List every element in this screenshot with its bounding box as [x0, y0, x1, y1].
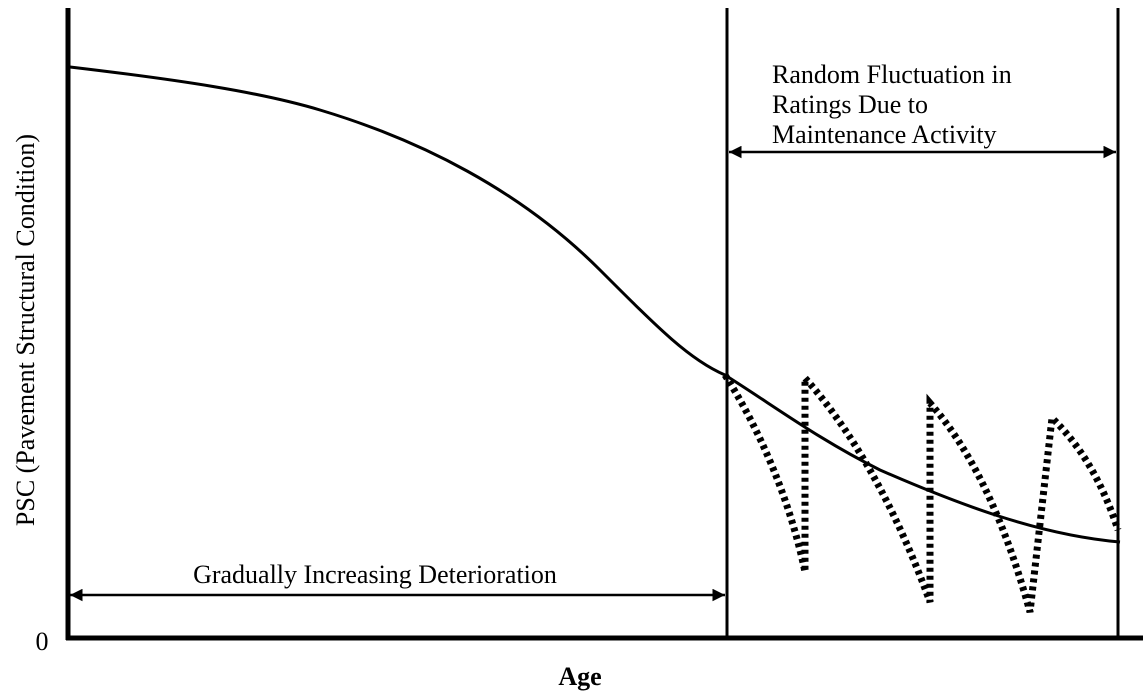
x-axis-label: Age	[558, 662, 601, 691]
origin-label: 0	[36, 627, 49, 656]
annotation: Gradually Increasing Deterioration	[193, 560, 557, 589]
annotation: Random Fluctuation in	[772, 60, 1012, 89]
deterioration-curve	[69, 65, 1121, 544]
fluctuation-curve	[722, 368, 1122, 613]
annotation: Maintenance Activity	[772, 120, 997, 149]
annotation: Ratings Due to	[772, 90, 928, 119]
y-axis-label: PSC (Pavement Structural Condition)	[11, 134, 40, 526]
